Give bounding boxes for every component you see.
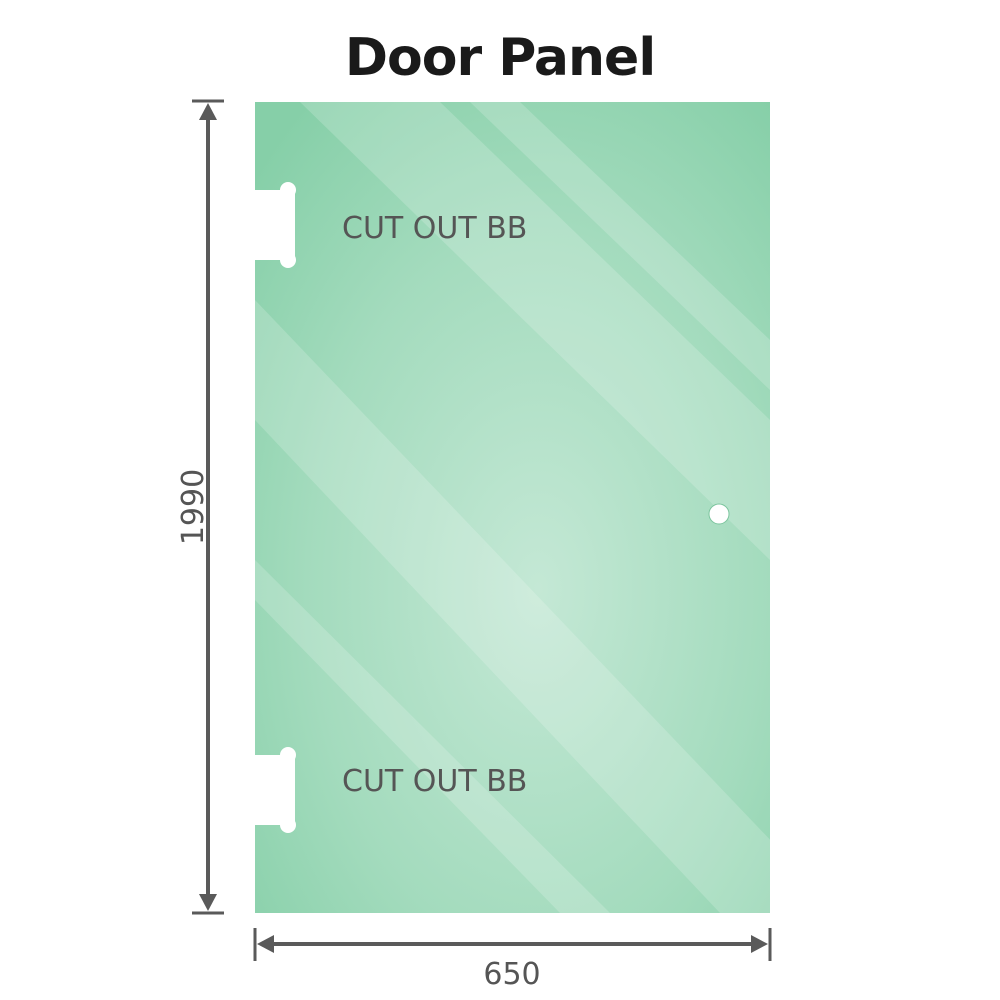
height-label: 1990 [176, 469, 211, 545]
width-dimension-line [253, 928, 772, 961]
cutout-bottom-label: CUT OUT BB [342, 764, 527, 799]
glass-panel [255, 102, 770, 913]
width-label: 650 [483, 957, 540, 992]
cutout-top-label: CUT OUT BB [342, 211, 527, 246]
handle-hole [708, 503, 730, 525]
height-dimension-line [192, 99, 224, 915]
diagram-title: Door Panel [344, 28, 656, 88]
cutout-bottom [254, 747, 296, 833]
cutout-top [254, 182, 296, 268]
